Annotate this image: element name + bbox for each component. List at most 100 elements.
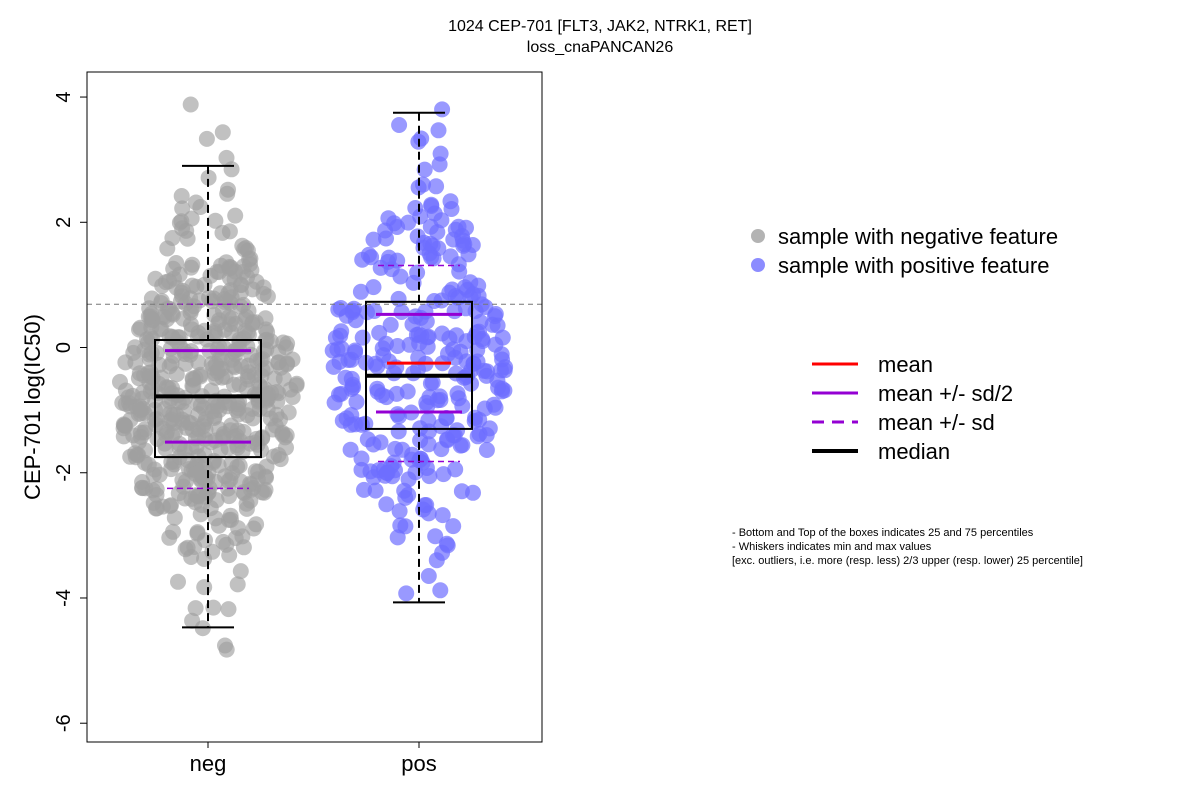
data-point: [189, 525, 206, 542]
data-point: [220, 601, 237, 618]
chart-title: 1024 CEP-701 [FLT3, JAK2, NTRK1, RET]: [448, 18, 752, 35]
data-point: [474, 331, 491, 347]
data-point: [391, 117, 408, 133]
data-point: [234, 237, 251, 254]
data-point: [385, 365, 402, 382]
data-point: [374, 387, 390, 404]
note-line-3: [exc. outliers, i.e. more (resp. less) 2…: [732, 555, 1083, 567]
data-point: [450, 289, 467, 306]
data-point: [147, 270, 164, 287]
data-point: [378, 230, 394, 247]
data-point: [205, 599, 222, 616]
data-point: [227, 207, 244, 224]
data-point: [258, 331, 275, 348]
data-point: [214, 124, 231, 141]
data-point: [494, 380, 511, 397]
data-point: [403, 451, 420, 468]
data-point: [438, 535, 455, 552]
data-point: [180, 452, 196, 469]
data-point: [153, 369, 170, 386]
data-point: [331, 353, 348, 370]
data-point: [221, 488, 238, 505]
data-point: [398, 585, 415, 602]
data-point: [243, 481, 260, 498]
data-point: [164, 380, 181, 397]
data-point: [442, 193, 459, 210]
data-point: [175, 310, 192, 327]
legend-lines: mean mean +/- sd/2 mean +/- sd median: [812, 352, 1013, 464]
legend-half-sd-label: mean +/- sd/2: [878, 381, 1013, 406]
data-point: [407, 200, 424, 216]
data-point: [478, 442, 495, 458]
data-point: [390, 290, 407, 307]
data-point: [469, 428, 486, 445]
data-point: [264, 421, 281, 438]
data-point: [145, 494, 162, 511]
data-point: [122, 411, 139, 428]
data-point: [156, 401, 173, 417]
data-point: [389, 529, 406, 546]
data-point: [225, 357, 242, 374]
legend-sd-label: mean +/- sd: [878, 410, 995, 435]
data-point: [191, 292, 208, 309]
data-point: [397, 518, 414, 535]
data-point: [174, 282, 191, 299]
data-point: [174, 200, 191, 217]
data-point: [249, 436, 266, 453]
data-point: [432, 582, 449, 599]
data-point: [193, 497, 210, 514]
data-point: [255, 279, 272, 296]
data-point: [434, 507, 451, 524]
data-point: [166, 509, 183, 526]
data-point: [279, 335, 296, 352]
data-point: [376, 461, 392, 478]
data-point: [220, 309, 237, 325]
data-point: [284, 351, 301, 368]
data-point: [342, 441, 359, 458]
data-point: [390, 423, 407, 440]
data-point: [410, 179, 427, 196]
data-point: [365, 231, 382, 248]
data-point: [270, 447, 287, 463]
data-point: [427, 528, 444, 545]
data-point: [439, 432, 456, 449]
legend-negative-label: sample with negative feature: [778, 224, 1058, 249]
data-point: [380, 210, 397, 227]
data-point: [228, 428, 245, 444]
y-axis: -6 -4 -2 0 2 4: [53, 91, 88, 732]
data-point: [445, 518, 462, 535]
data-point: [353, 461, 370, 478]
data-point: [229, 576, 246, 593]
data-point: [356, 481, 372, 498]
data-point: [441, 330, 458, 347]
data-point: [487, 399, 504, 416]
data-point: [132, 402, 149, 419]
data-point: [178, 419, 195, 436]
chart-subtitle: loss_cnaPANCAN26: [526, 39, 674, 56]
data-point: [424, 374, 441, 391]
data-point: [171, 329, 188, 346]
data-point: [367, 482, 384, 499]
data-point: [244, 400, 261, 417]
data-point: [145, 466, 162, 483]
data-point: [221, 512, 237, 528]
x-axis: neg pos: [190, 742, 437, 776]
note-line-2: - Whiskers indicates min and max values: [732, 541, 932, 553]
data-point: [196, 579, 213, 596]
data-point: [275, 370, 292, 387]
data-point: [120, 389, 137, 406]
data-point: [214, 224, 231, 241]
data-point: [413, 130, 430, 147]
data-point: [247, 314, 264, 331]
data-point: [450, 256, 467, 273]
points-layer: [112, 96, 514, 658]
data-point: [171, 436, 188, 452]
data-point: [257, 481, 274, 498]
data-point: [207, 212, 224, 229]
data-point: [207, 369, 224, 386]
data-point: [207, 327, 224, 344]
note-line-1: - Bottom and Top of the boxes indicates …: [732, 527, 1034, 539]
x-tick-label-neg: neg: [190, 751, 227, 776]
data-point: [452, 437, 469, 454]
